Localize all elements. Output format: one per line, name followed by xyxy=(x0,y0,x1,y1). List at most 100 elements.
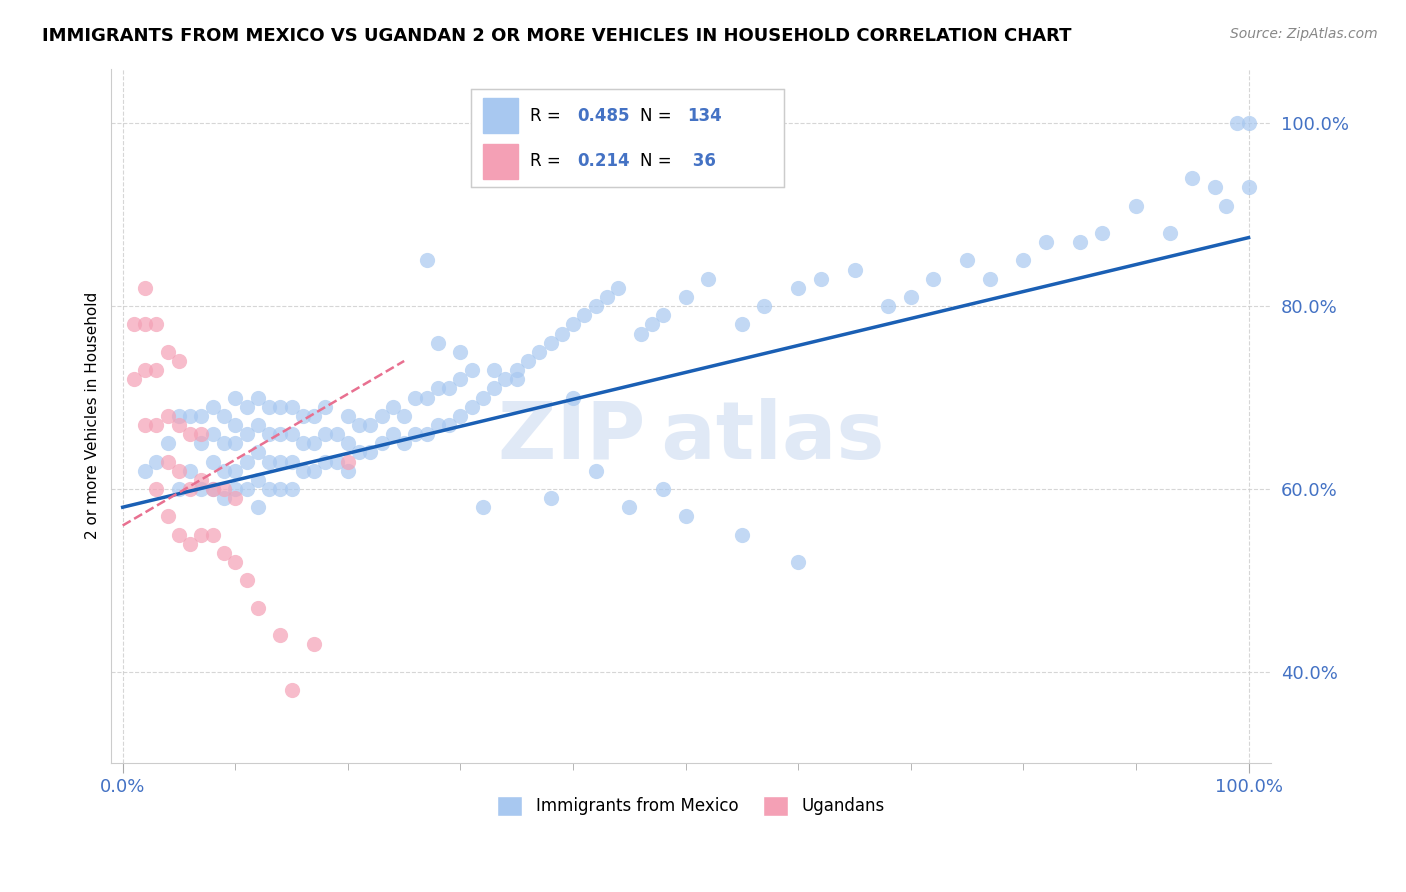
Point xyxy=(1012,253,1035,268)
Point xyxy=(1237,180,1260,194)
Text: ZIP atlas: ZIP atlas xyxy=(498,398,884,475)
Point xyxy=(472,500,495,515)
Point xyxy=(336,409,359,423)
Point xyxy=(280,482,302,496)
Point xyxy=(302,464,325,478)
Point xyxy=(472,391,495,405)
Point xyxy=(437,417,460,432)
Point xyxy=(156,509,179,524)
Point xyxy=(269,427,291,442)
Point xyxy=(325,427,347,442)
Point xyxy=(415,427,437,442)
Point xyxy=(731,318,754,332)
Point xyxy=(167,354,190,368)
Point xyxy=(235,574,257,588)
Point xyxy=(314,427,336,442)
Point xyxy=(212,546,235,560)
Point xyxy=(359,445,381,459)
Point xyxy=(381,427,404,442)
Point xyxy=(257,454,280,468)
Point xyxy=(224,491,246,505)
Point xyxy=(1035,235,1057,249)
Point xyxy=(697,271,720,285)
Point xyxy=(641,318,664,332)
Point xyxy=(607,281,630,295)
Point xyxy=(201,482,224,496)
Point xyxy=(1069,235,1091,249)
Point xyxy=(201,482,224,496)
Point xyxy=(224,482,246,496)
Point xyxy=(585,299,607,313)
Point xyxy=(844,262,866,277)
Point xyxy=(619,500,641,515)
Point xyxy=(314,454,336,468)
Point xyxy=(810,271,832,285)
Point xyxy=(257,427,280,442)
Point xyxy=(190,436,212,450)
Point xyxy=(1237,116,1260,130)
Point xyxy=(956,253,979,268)
Point xyxy=(1226,116,1249,130)
Point xyxy=(280,427,302,442)
Point xyxy=(675,290,697,304)
Point xyxy=(280,400,302,414)
Point xyxy=(900,290,922,304)
Point xyxy=(122,372,145,386)
Point xyxy=(302,409,325,423)
Point xyxy=(134,318,156,332)
Point xyxy=(540,491,562,505)
Point xyxy=(201,400,224,414)
Text: Source: ZipAtlas.com: Source: ZipAtlas.com xyxy=(1230,27,1378,41)
Point xyxy=(787,555,810,569)
Point xyxy=(224,555,246,569)
Point xyxy=(224,391,246,405)
Point xyxy=(731,527,754,541)
Point xyxy=(484,363,506,377)
Point xyxy=(1159,226,1181,240)
Point xyxy=(201,427,224,442)
Point xyxy=(224,417,246,432)
Point xyxy=(652,482,675,496)
Point xyxy=(190,427,212,442)
Point xyxy=(179,482,201,496)
Point xyxy=(922,271,945,285)
Point xyxy=(415,391,437,405)
Point xyxy=(449,344,471,359)
Point xyxy=(426,381,449,395)
Point xyxy=(370,436,392,450)
Point xyxy=(449,372,471,386)
Point xyxy=(562,391,585,405)
Point xyxy=(979,271,1001,285)
Point xyxy=(167,409,190,423)
Point xyxy=(156,409,179,423)
Point xyxy=(156,436,179,450)
Point xyxy=(212,409,235,423)
Point xyxy=(529,344,551,359)
Point xyxy=(212,491,235,505)
Point xyxy=(190,527,212,541)
Point xyxy=(596,290,619,304)
Point xyxy=(675,509,697,524)
Point xyxy=(167,527,190,541)
Point xyxy=(392,409,415,423)
Point xyxy=(1204,180,1226,194)
Point xyxy=(754,299,776,313)
Point xyxy=(179,427,201,442)
Point xyxy=(314,400,336,414)
Point xyxy=(381,400,404,414)
Point xyxy=(246,500,269,515)
Point xyxy=(179,409,201,423)
Point xyxy=(224,464,246,478)
Point xyxy=(302,436,325,450)
Point xyxy=(484,381,506,395)
Point xyxy=(235,454,257,468)
Point xyxy=(404,427,426,442)
Point xyxy=(392,436,415,450)
Point xyxy=(1091,226,1114,240)
Point xyxy=(336,436,359,450)
Point xyxy=(246,417,269,432)
Point xyxy=(257,482,280,496)
Point xyxy=(347,445,370,459)
Point xyxy=(167,417,190,432)
Point xyxy=(246,473,269,487)
